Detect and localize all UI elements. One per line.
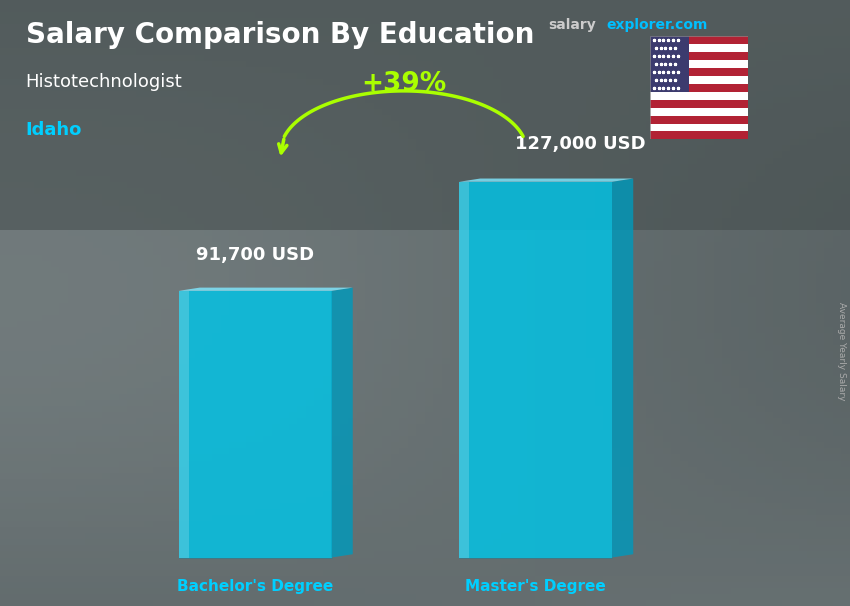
Bar: [650, 52, 748, 60]
Text: +39%: +39%: [361, 71, 446, 96]
Bar: [650, 44, 748, 52]
Polygon shape: [332, 288, 353, 558]
Text: Average Yearly Salary: Average Yearly Salary: [836, 302, 846, 401]
Text: Master's Degree: Master's Degree: [465, 579, 606, 594]
Polygon shape: [178, 291, 189, 558]
Polygon shape: [459, 182, 612, 558]
Text: Histotechnologist: Histotechnologist: [26, 73, 182, 91]
Bar: [650, 92, 748, 100]
Polygon shape: [459, 182, 469, 558]
Bar: [650, 124, 748, 132]
Text: salary: salary: [548, 18, 596, 32]
Polygon shape: [612, 179, 633, 558]
Polygon shape: [0, 0, 850, 230]
Bar: [650, 100, 748, 108]
Bar: [650, 36, 748, 44]
Bar: [650, 108, 748, 116]
Text: Bachelor's Degree: Bachelor's Degree: [177, 579, 333, 594]
Polygon shape: [459, 179, 633, 182]
Polygon shape: [178, 291, 332, 558]
Bar: [650, 116, 748, 124]
Bar: [650, 60, 748, 68]
Bar: [650, 132, 748, 139]
Text: explorer.com: explorer.com: [606, 18, 707, 32]
Text: Idaho: Idaho: [26, 121, 82, 139]
Text: 127,000 USD: 127,000 USD: [515, 135, 645, 153]
Bar: [650, 36, 689, 92]
Bar: [650, 76, 748, 84]
Text: Salary Comparison By Education: Salary Comparison By Education: [26, 21, 534, 49]
Bar: [650, 68, 748, 76]
Text: 91,700 USD: 91,700 USD: [196, 245, 314, 264]
Polygon shape: [178, 288, 353, 291]
Bar: [650, 84, 748, 92]
